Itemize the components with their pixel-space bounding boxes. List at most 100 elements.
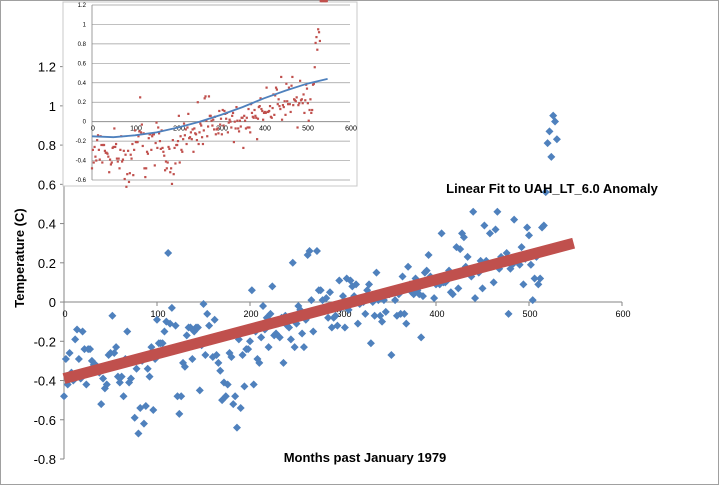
main-data-point [305,247,314,256]
inset-data-point [230,126,233,129]
main-data-point [370,311,379,320]
main-y-tick-label: 0.6 [38,177,56,192]
main-data-point [78,327,87,336]
inset-data-point [198,131,201,134]
main-data-point [205,321,214,330]
inset-data-point [202,129,205,132]
inset-y-tick-label: 1.2 [78,3,87,9]
inset-data-point [233,120,236,123]
main-data-point [491,225,500,234]
inset-data-point [200,124,203,127]
inset-data-point [280,75,283,79]
main-chart-title: Linear Fit to UAH_LT_6.0 Anomaly [446,181,658,196]
inset-data-point [285,82,288,85]
inset-data-point [288,103,291,106]
main-data-point [61,354,70,363]
main-data-point [528,296,537,305]
main-data-point [322,294,331,303]
main-x-tick-label: 400 [429,309,444,319]
main-y-axis-label: Temperature (C) [12,208,27,307]
main-data-point [132,364,141,373]
main-data-point [309,327,318,336]
inset-data-point [117,157,120,160]
inset-y-tick-label: 0.2 [78,100,87,106]
inset-data-point [145,150,149,153]
main-data-point [430,294,439,303]
inset-x-tick-label: 100 [130,126,142,133]
main-data-point [456,245,465,254]
inset-data-point [186,126,189,129]
inset-data-point [268,109,271,113]
inset-plot: -0.6 -0.4 -0.2 0 0.2 0.4 0.6 0.8 1 1.2 0 100 200 300 4… [62,0,358,188]
main-data-point [469,207,478,216]
main-data-point [539,221,548,230]
main-data-point [340,323,349,332]
main-x-tick-label: 500 [522,309,537,319]
inset-data-point [249,131,252,134]
main-data-point [333,321,342,330]
main-data-point [298,329,307,338]
inset-data-point [281,104,285,107]
inset-data-point [287,86,291,89]
main-data-point [164,249,173,257]
main-data-point [246,337,254,346]
inset-data-point [238,119,242,122]
inset-data-point [192,150,195,153]
main-data-point [139,419,148,428]
main-data-point [266,309,275,318]
inset-data-point [206,135,209,138]
main-data-point [523,223,532,232]
inset-data-point [187,112,190,115]
main-data-point [275,333,284,342]
inset-data-point [164,169,167,172]
inset-data-point [300,98,303,101]
inset-data-point [122,149,125,152]
main-data-point [210,315,219,324]
inset-y-tick-label: 0.8 [78,42,87,48]
main-data-point [182,331,191,340]
main-data-point [102,380,111,389]
main-data-point [288,258,297,267]
inset-data-point [262,118,265,121]
main-data-point [112,343,121,352]
inset-data-point [170,182,174,185]
main-data-point [510,215,519,224]
inset-data-point [150,148,153,151]
inset-data-point [174,162,177,165]
inset-data-point [92,161,95,164]
inset-data-point [159,147,162,150]
main-y-tick-label: -0.8 [34,452,56,467]
inset-data-point [207,125,210,128]
main-x-axis-label: Months past January 1979 [284,450,447,465]
inset-data-point [155,121,158,124]
main-data-point [279,358,288,367]
main-data-point [551,117,560,126]
main-data-point [60,392,68,401]
inset-data-point [301,102,304,105]
inset-data-point [223,109,226,113]
inset-data-point [123,177,126,181]
main-y-tick-label: 1 [49,99,56,114]
main-data-point [545,127,554,136]
inset-data-point [213,128,216,131]
inset-data-point [246,126,249,129]
main-plot: -0.8 -0.6 -0.4 -0.2 0 0.2 0.4 0.6 0.8 1 1.2 0 100 200… [12,47,659,467]
main-data-point [212,351,221,360]
inset-data-point [209,114,212,117]
main-data-point [519,280,528,289]
main-data-point [123,327,132,336]
inset-data-point [294,100,297,103]
inset-data-point [118,167,121,170]
main-y-tick-label: 0.4 [38,217,56,232]
inset-data-point [260,107,263,111]
main-data-point [417,333,426,342]
main-data-point [268,282,277,291]
inset-data-point [146,152,149,155]
inset-data-point [108,158,112,161]
inset-data-point [107,155,110,158]
inset-data-point [312,82,315,85]
inset-data-point [235,105,238,109]
main-data-point [480,221,489,230]
inset-data-point [196,101,199,104]
inset-y-tick-label: 0.4 [78,81,87,87]
